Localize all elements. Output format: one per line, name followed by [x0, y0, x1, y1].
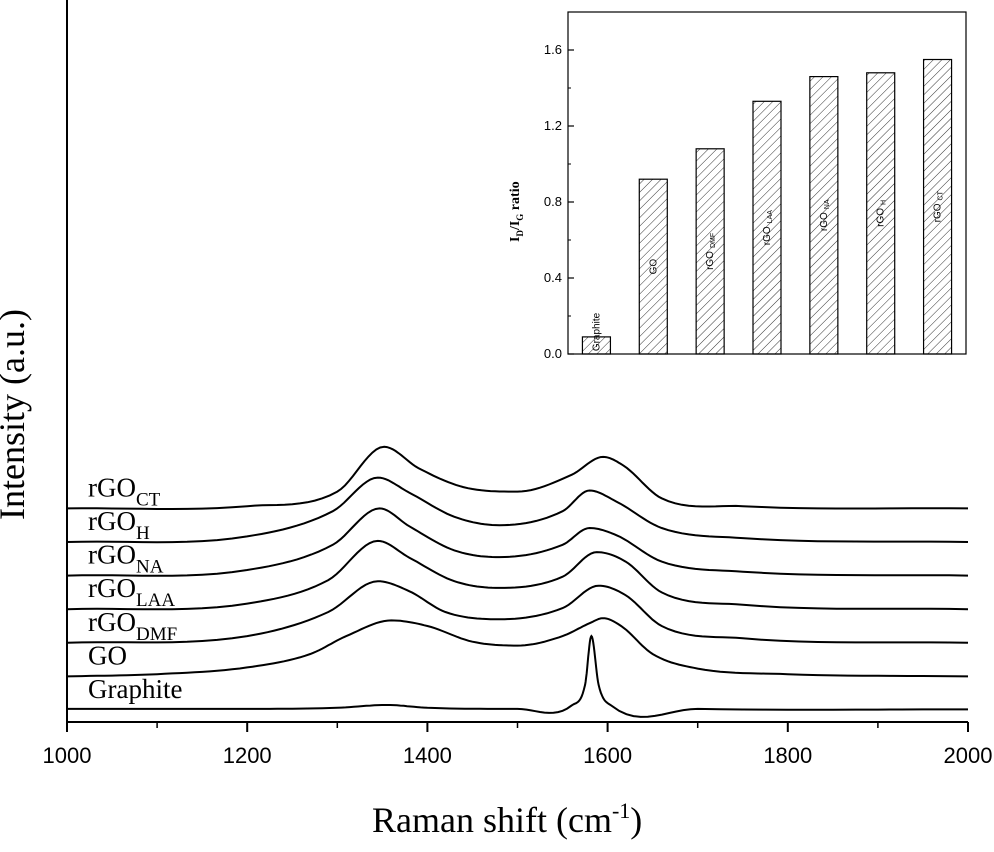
- inset-bar-label-text: GO: [648, 259, 659, 275]
- inset-y-tick-label: 1.6: [544, 42, 562, 57]
- inset-bar: [922, 58, 953, 355]
- inset-bar-label: rGODMF: [705, 233, 717, 270]
- inset-bar: [866, 72, 896, 355]
- inset-bar-label-text: rGOCT: [933, 190, 945, 222]
- series-label: rGONA: [88, 540, 164, 578]
- inset-bar-label: rGOLAA: [762, 210, 774, 245]
- spectrum-trace-rgo-dmf: [66, 580, 969, 644]
- spectrum-trace-rgo-h: [66, 476, 969, 544]
- x-tick-label: 1400: [403, 743, 452, 768]
- inset-y-tick-label: 0.8: [544, 194, 562, 209]
- series-label: rGODMF: [88, 607, 177, 645]
- inset-bar: [809, 75, 839, 355]
- inset-bar-label-text: Graphite: [591, 312, 602, 351]
- inset-bar-label: rGONA: [819, 199, 831, 231]
- inset-y-ticks: 0.0 0.4 0.8 1.2 1.6: [544, 42, 574, 361]
- y-axis-title: Intensity (a.u.): [0, 309, 32, 520]
- inset-bar-label-text: rGODMF: [705, 233, 717, 270]
- inset-bar-label-text: rGOH: [876, 200, 888, 227]
- inset-bar-label: rGOH: [876, 200, 888, 227]
- series-label: rGOCT: [88, 472, 161, 510]
- inset-bar: [638, 178, 668, 355]
- inset-bar-label: Graphite: [591, 312, 602, 351]
- series-label: GO: [88, 640, 127, 670]
- inset-bar-chart: 0.0 0.4 0.8 1.2 1.6 Graphite GO rGODMF rGOLAA rG…: [508, 11, 967, 361]
- series-label: rGOH: [88, 506, 150, 544]
- inset-bar: [581, 336, 612, 355]
- x-axis-title: Raman shift (cm-1): [372, 798, 642, 840]
- spectrum-trace-rgo-laa: [66, 539, 969, 611]
- inset-bar: [695, 148, 725, 355]
- inset-bars: Graphite GO rGODMF rGOLAA rGONA rGOH rGOCT: [581, 58, 953, 355]
- series-label: rGOLAA: [88, 573, 175, 611]
- inset-bar-label: rGOCT: [933, 190, 945, 222]
- inset-bar-label-text: rGONA: [819, 199, 831, 231]
- x-tick-label: 1200: [223, 743, 272, 768]
- inset-bar: [752, 100, 782, 355]
- spectrum-trace-go: [66, 617, 969, 678]
- spectrum-trace-rgo-ct: [66, 445, 969, 510]
- inset-y-tick-label: 0.0: [544, 346, 562, 361]
- main-traces: [66, 445, 969, 718]
- inset-y-tick-label: 0.4: [544, 270, 562, 285]
- inset-y-tick-label: 1.2: [544, 118, 562, 133]
- x-tick-label: 1600: [583, 743, 632, 768]
- inset-bar-label-text: rGOLAA: [762, 210, 774, 245]
- main-x-ticks: 1000 1200 1400 1600 1800 2000: [43, 722, 993, 768]
- spectrum-trace-rgo-na: [66, 507, 969, 577]
- series-label: Graphite: [88, 674, 182, 704]
- inset-bar-label: GO: [648, 259, 659, 275]
- x-tick-label: 1000: [43, 743, 92, 768]
- x-tick-label: 2000: [944, 743, 993, 768]
- spectrum-trace-graphite: [67, 634, 968, 718]
- inset-y-axis-title: ID/IG ratio: [508, 181, 525, 242]
- x-tick-label: 1800: [763, 743, 812, 768]
